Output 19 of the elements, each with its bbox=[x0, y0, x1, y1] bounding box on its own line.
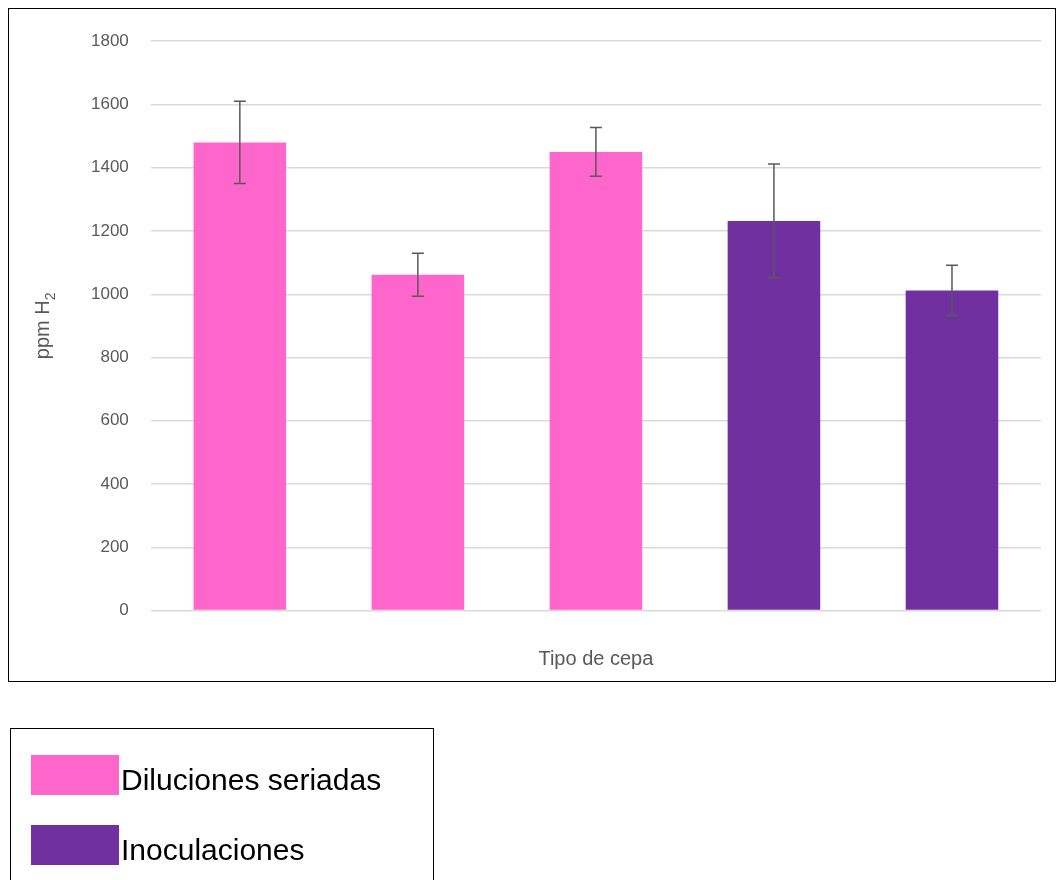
y-tick-label: 1600 bbox=[90, 94, 129, 114]
bar bbox=[905, 290, 999, 610]
bar bbox=[193, 142, 287, 610]
bar bbox=[549, 151, 643, 610]
bar bbox=[371, 274, 465, 610]
legend-label: Inoculaciones bbox=[121, 833, 305, 867]
legend-label: Diluciones seriadas bbox=[121, 763, 382, 797]
bar bbox=[727, 220, 821, 610]
y-tick-label: 800 bbox=[100, 347, 129, 367]
y-tick-label: 1000 bbox=[90, 283, 129, 303]
y-tick-label: 200 bbox=[100, 537, 129, 557]
x-axis-title: Tipo de cepa bbox=[538, 646, 655, 669]
y-tick-label: 1400 bbox=[90, 157, 129, 177]
y-tick-label: 400 bbox=[100, 473, 129, 493]
y-axis-title: ppm H2 bbox=[31, 292, 58, 360]
y-tick-label: 0 bbox=[119, 600, 129, 620]
y-tick-label: 1800 bbox=[90, 30, 129, 50]
y-tick-label: 600 bbox=[100, 410, 129, 430]
y-tick-label: 1200 bbox=[90, 220, 129, 240]
